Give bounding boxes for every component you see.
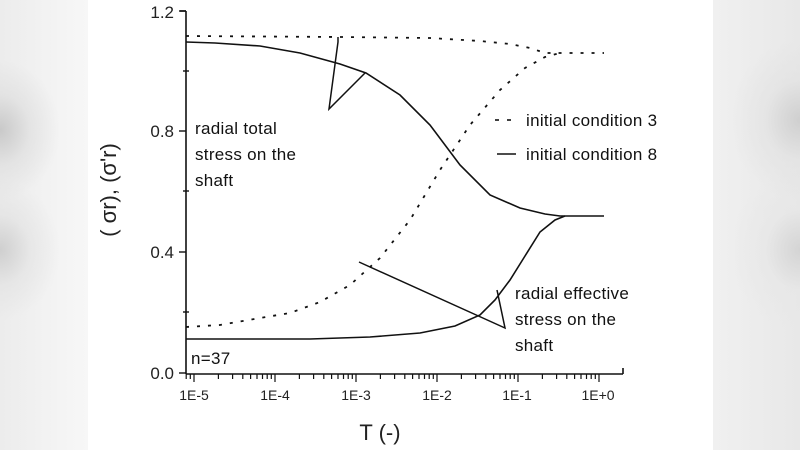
annotation-total-stress: radial total stress on the shaft: [195, 119, 296, 190]
x-tick-3: 1E-2: [422, 387, 452, 403]
y-tick-2: 0.8: [150, 122, 174, 141]
x-tick-5: 1E+0: [581, 387, 614, 403]
annotation-total-line-1: radial total: [195, 119, 277, 138]
annotation-effective-line-2: stress on the: [515, 310, 616, 329]
y-ticks: [179, 10, 189, 374]
x-tick-2: 1E-3: [341, 387, 371, 403]
series-ic3-effective-stress: [185, 52, 561, 328]
blurred-background-left: [0, 0, 88, 450]
x-tick-0: 1E-5: [179, 387, 209, 403]
annotation-total-line-2: stress on the: [195, 145, 296, 164]
x-tick-4: 1E-1: [502, 387, 532, 403]
sample-count-label: n=37: [191, 349, 231, 368]
annotation-effective-stress: radial effective stress on the shaft: [515, 284, 629, 355]
y-tick-3: 1.2: [150, 3, 174, 22]
pointer-total-stress: [327, 37, 366, 112]
legend-label-ic3: initial condition 3: [526, 111, 657, 130]
y-tick-labels: 0.0 0.4 0.8 1.2: [150, 3, 174, 383]
pointer-effective-stress: [358, 261, 507, 330]
annotation-effective-line-3: shaft: [515, 336, 553, 355]
x-ticks: [185, 374, 600, 382]
y-tick-0: 0.0: [150, 364, 174, 383]
blurred-background-right: [713, 0, 800, 450]
x-tick-labels: 1E-5 1E-4 1E-3 1E-2 1E-1 1E+0: [179, 387, 615, 403]
chart-area: [88, 0, 713, 450]
annotation-pointers: [327, 37, 507, 330]
series-ic8-total-stress: [185, 41, 604, 217]
annotation-effective-line-1: radial effective: [515, 284, 629, 303]
x-axis-title: T (-): [359, 420, 400, 445]
x-tick-1: 1E-4: [260, 387, 290, 403]
y-axis-title: ( σr), (σ'r): [96, 143, 121, 237]
series-curves: [185, 35, 604, 340]
y-tick-1: 0.4: [150, 243, 174, 262]
series-ic8-effective-stress: [186, 215, 566, 340]
legend-label-ic8: initial condition 8: [526, 145, 657, 164]
annotation-total-line-3: shaft: [195, 171, 233, 190]
legend: initial condition 3 initial condition 8: [495, 111, 657, 164]
